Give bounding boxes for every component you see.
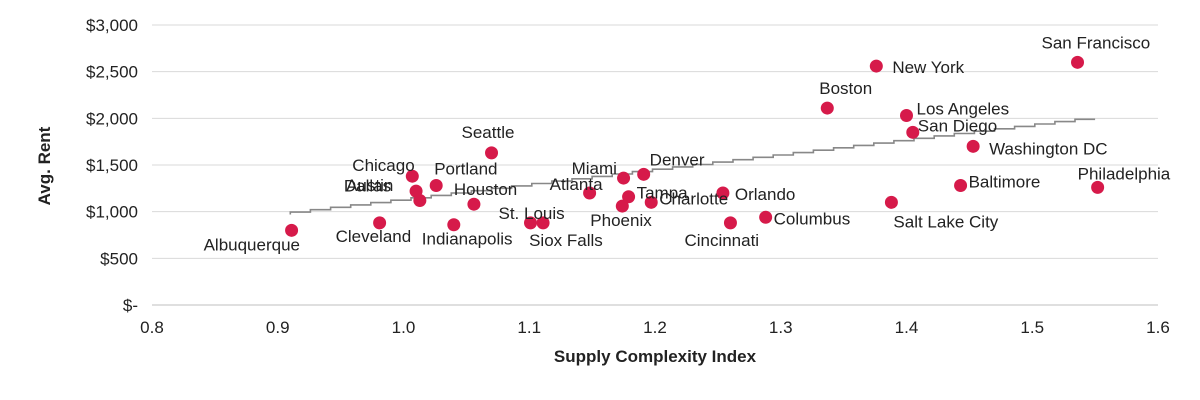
data-point xyxy=(954,179,968,193)
x-tick-label: 0.9 xyxy=(266,318,290,337)
data-point xyxy=(759,210,773,224)
data-point xyxy=(900,109,913,123)
x-tick-label: 0.8 xyxy=(140,318,164,337)
data-point xyxy=(966,139,980,153)
data-point xyxy=(485,146,499,160)
x-tick-label: 1.0 xyxy=(392,318,416,337)
point-label: Salt Lake City xyxy=(893,212,998,231)
y-axis-title: Avg. Rent xyxy=(35,126,54,205)
data-points xyxy=(285,55,1105,237)
x-axis-title: Supply Complexity Index xyxy=(554,347,757,366)
point-label: St. Louis xyxy=(499,204,565,223)
data-point xyxy=(285,223,299,237)
point-label: Siox Falls xyxy=(529,231,603,250)
point-label: Phoenix xyxy=(590,211,652,230)
point-label: Philadelphia xyxy=(1078,164,1171,183)
y-tick-label: $1,000 xyxy=(86,203,138,222)
data-point xyxy=(536,216,550,230)
point-label: Dallas xyxy=(344,176,391,195)
data-point xyxy=(1071,55,1085,69)
x-tick-label: 1.4 xyxy=(895,318,919,337)
data-point xyxy=(615,199,629,213)
point-label: Seattle xyxy=(462,123,515,142)
point-label: Cincinnati xyxy=(684,231,759,250)
point-label: Indianapolis xyxy=(422,230,513,249)
data-point xyxy=(373,216,387,230)
point-label: San Francisco xyxy=(1042,33,1151,52)
data-point xyxy=(716,186,730,200)
y-axis-ticks: $- $500 $1,000 $1,500 $2,000 $2,500 $3,000 xyxy=(86,16,138,315)
point-label: Atlanta xyxy=(550,175,603,194)
point-label: Houston xyxy=(454,180,517,199)
data-point xyxy=(820,101,834,115)
y-tick-label: $500 xyxy=(100,249,138,268)
point-label: Austin xyxy=(346,176,393,195)
data-point xyxy=(447,218,461,232)
data-point xyxy=(622,190,636,204)
data-point xyxy=(617,171,631,185)
point-label: San Diego xyxy=(918,116,997,135)
x-tick-label: 1.2 xyxy=(643,318,667,337)
point-label: Denver xyxy=(650,150,705,169)
data-point xyxy=(637,167,651,181)
y-tick-label: $2,000 xyxy=(86,109,138,128)
point-label: Columbus xyxy=(774,209,851,228)
point-label: Baltimore xyxy=(969,173,1041,192)
point-label: Orlando xyxy=(735,185,795,204)
point-label: Charlotte xyxy=(659,189,728,208)
y-tick-label: $2,500 xyxy=(86,63,138,82)
data-point xyxy=(413,193,427,207)
x-tick-label: 1.5 xyxy=(1020,318,1044,337)
x-tick-label: 1.1 xyxy=(517,318,541,337)
point-label: New York xyxy=(892,58,964,77)
point-label: Cleveland xyxy=(336,227,412,246)
point-label: Portland xyxy=(434,160,497,179)
data-point xyxy=(429,179,443,193)
point-label: Boston xyxy=(819,79,872,98)
data-point xyxy=(1091,180,1105,194)
point-label: Chicago xyxy=(352,156,414,175)
grid-lines xyxy=(152,24,1158,306)
data-point xyxy=(524,216,538,230)
x-tick-label: 1.6 xyxy=(1146,318,1170,337)
data-point xyxy=(869,59,883,73)
data-point xyxy=(644,195,658,209)
data-point xyxy=(583,186,597,200)
x-axis-ticks: 0.8 0.9 1.0 1.1 1.2 1.3 1.4 1.5 1.6 xyxy=(140,318,1170,337)
point-label: Albuquerque xyxy=(204,235,300,254)
point-label: Los Angeles xyxy=(917,100,1010,119)
y-tick-label: $3,000 xyxy=(86,16,138,35)
data-point xyxy=(467,197,481,211)
y-tick-label: $1,500 xyxy=(86,156,138,175)
data-point xyxy=(906,125,920,139)
data-point xyxy=(884,195,898,209)
data-point xyxy=(405,169,419,183)
point-label: Tampa xyxy=(637,184,689,203)
x-tick-label: 1.3 xyxy=(769,318,793,337)
y-tick-label: $- xyxy=(123,296,138,315)
point-label: Miami xyxy=(572,159,617,178)
data-point xyxy=(723,216,737,230)
point-label: Washington DC xyxy=(989,139,1107,158)
